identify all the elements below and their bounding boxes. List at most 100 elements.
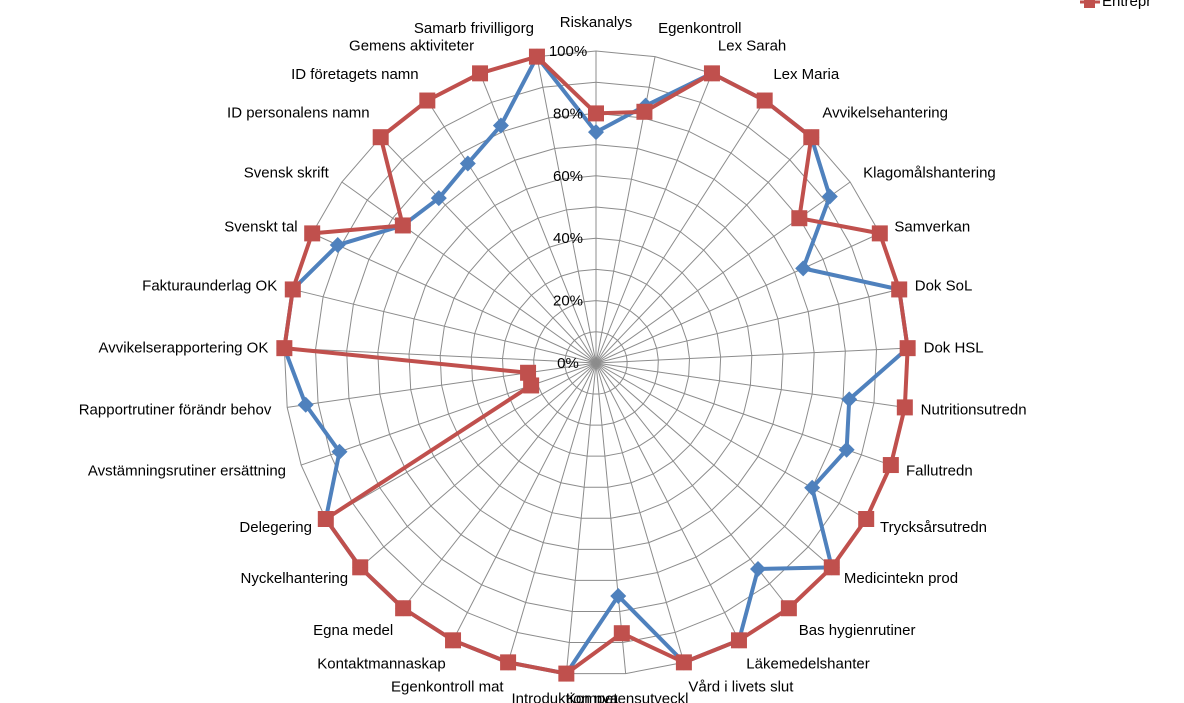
radar-series bbox=[276, 48, 916, 682]
series-1-point bbox=[329, 237, 346, 254]
grid-spoke bbox=[292, 288, 597, 364]
grid-spoke bbox=[595, 362, 867, 520]
category-label: ID personalens namn bbox=[227, 105, 370, 122]
grid-spoke bbox=[300, 362, 597, 466]
series-2-point bbox=[394, 217, 411, 234]
category-label: Nyckelhantering bbox=[241, 570, 349, 587]
category-label: Klagomålshantering bbox=[863, 165, 996, 182]
category-label: Egenkontroll mat bbox=[391, 679, 504, 696]
category-label: Egna medel bbox=[313, 622, 393, 639]
category-label: Vård i livets slut bbox=[688, 679, 794, 696]
grid-ring bbox=[283, 50, 909, 675]
category-label: Nutritionsutredn bbox=[921, 402, 1027, 419]
tick-label: 60% bbox=[553, 168, 583, 185]
series-2-point bbox=[636, 103, 653, 120]
legend-label-entrepr: Entrepr bbox=[1102, 0, 1151, 10]
series-2-point bbox=[703, 65, 720, 82]
category-label: Samverkan bbox=[894, 219, 970, 236]
series-2-point bbox=[891, 281, 908, 298]
grid-spoke bbox=[311, 232, 597, 364]
grid-spoke bbox=[595, 232, 881, 364]
series-line-2 bbox=[282, 54, 910, 676]
series-1-point bbox=[492, 117, 509, 134]
radar-grid bbox=[283, 50, 909, 675]
series-2-point bbox=[284, 281, 301, 298]
grid-spoke bbox=[287, 362, 597, 408]
series-2-point bbox=[558, 665, 575, 682]
grid-spoke bbox=[595, 73, 713, 364]
grid-spoke bbox=[380, 136, 597, 364]
series-1-point bbox=[430, 190, 447, 207]
series-2-point bbox=[419, 92, 436, 109]
grid-spoke bbox=[595, 362, 740, 641]
series-1-point bbox=[841, 391, 858, 408]
series-2-point bbox=[317, 511, 334, 527]
series-2-point bbox=[613, 625, 630, 642]
series-line-1 bbox=[282, 54, 910, 676]
series-2-point bbox=[791, 210, 808, 227]
category-label: Läkemedelshanter bbox=[746, 656, 869, 673]
grid-ring bbox=[533, 300, 659, 426]
grid-ring bbox=[315, 81, 877, 644]
grid-spoke bbox=[426, 100, 597, 364]
series-2-point bbox=[276, 340, 293, 357]
grid-spoke bbox=[595, 288, 900, 364]
series-1-point bbox=[331, 443, 348, 460]
grid-spoke bbox=[595, 181, 851, 364]
series-2-point bbox=[823, 559, 840, 576]
category-label: Kompetensutveckl bbox=[566, 691, 689, 703]
category-label: Introduktion nya bbox=[511, 691, 618, 703]
series-1-point bbox=[795, 260, 812, 277]
grid-ring bbox=[439, 206, 753, 519]
series-2-point bbox=[528, 48, 545, 65]
legend: Entrepr bbox=[1080, 0, 1151, 10]
category-label: Medicintekn prod bbox=[844, 570, 958, 587]
category-label: Fakturaunderlag OK bbox=[142, 278, 277, 295]
grid-spoke bbox=[341, 181, 597, 364]
category-label: Lex Sarah bbox=[718, 37, 786, 54]
grid-spoke bbox=[536, 56, 597, 364]
series-1-point bbox=[838, 441, 855, 458]
grid-spoke bbox=[595, 362, 833, 568]
tick-label: 80% bbox=[553, 105, 583, 122]
series-2-point bbox=[780, 600, 797, 617]
category-label: Delegering bbox=[239, 519, 312, 536]
grid-spoke bbox=[507, 362, 597, 663]
grid-ring bbox=[564, 331, 628, 395]
series-2-point bbox=[899, 340, 916, 357]
series-2-point bbox=[352, 559, 369, 576]
category-label: Egenkontroll bbox=[658, 20, 741, 37]
radial-tick-labels: 0% 20% 40% 60% 80% 100% bbox=[549, 43, 587, 372]
series-2-point bbox=[871, 225, 888, 242]
tick-label: 40% bbox=[553, 230, 583, 247]
series-1-point bbox=[459, 155, 476, 172]
legend-marker-entrepr bbox=[1084, 0, 1095, 8]
category-label: Bas hygienrutiner bbox=[799, 622, 916, 639]
category-label: ID företagets namn bbox=[291, 66, 419, 83]
series-1-point bbox=[588, 124, 604, 141]
category-label: Lex Maria bbox=[773, 66, 840, 83]
category-label: Fallutredn bbox=[906, 462, 973, 479]
grid-spoke bbox=[284, 347, 597, 364]
series-2-point bbox=[675, 654, 692, 671]
grid-spoke bbox=[595, 362, 685, 663]
grid-spoke bbox=[595, 100, 766, 364]
tick-label: 0% bbox=[557, 355, 579, 372]
grid-spoke bbox=[595, 362, 627, 674]
grid-spoke bbox=[565, 362, 597, 674]
category-label: Svenskt tal bbox=[224, 219, 297, 236]
tick-label: 20% bbox=[553, 293, 583, 310]
category-label: Trycksårsutredn bbox=[880, 519, 987, 536]
grid-ring bbox=[470, 237, 722, 488]
series-1-point bbox=[750, 561, 767, 578]
series-2-point bbox=[523, 377, 540, 394]
category-label: Gemens aktiviteter bbox=[349, 37, 474, 54]
series-2-point bbox=[304, 225, 321, 242]
category-label: Samarb frivilligorg bbox=[414, 20, 534, 37]
grid-ring bbox=[346, 112, 846, 612]
series-1-point bbox=[297, 396, 314, 413]
category-label: Svensk skrift bbox=[244, 165, 330, 182]
series-2-point bbox=[882, 457, 899, 474]
